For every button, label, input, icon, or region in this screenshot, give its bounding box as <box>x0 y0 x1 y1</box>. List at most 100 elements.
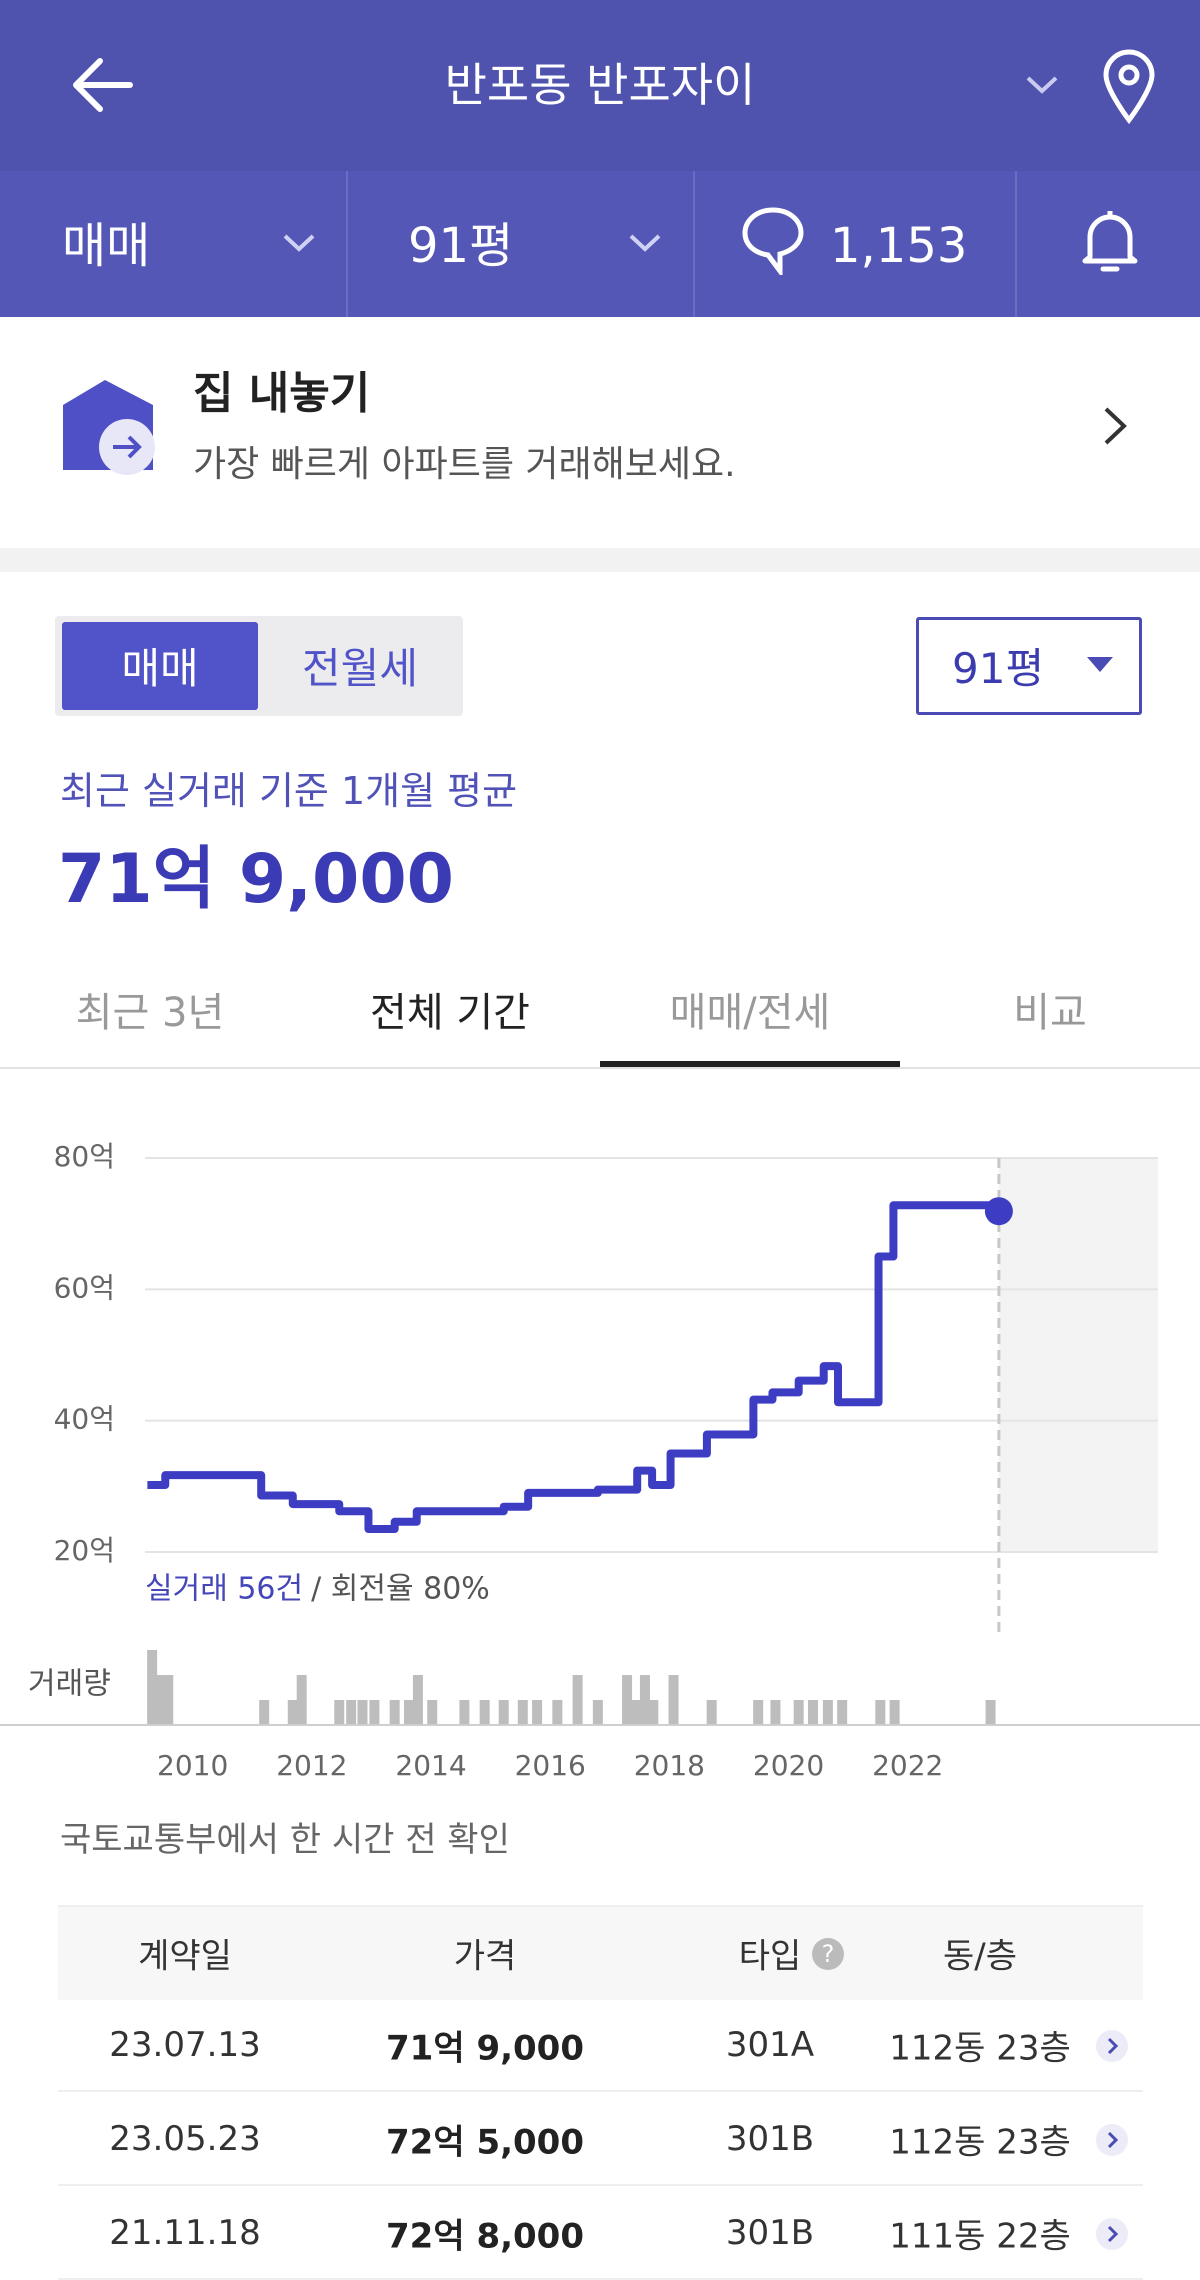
tab-divider <box>0 1067 1200 1069</box>
volume-bar <box>822 1700 833 1725</box>
volume-bar <box>147 1650 158 1725</box>
listing-subtitle: 가장 빠르게 아파트를 거래해보세요. <box>193 444 736 485</box>
size-filter[interactable]: 91평 <box>408 218 514 274</box>
volume-bar <box>532 1700 543 1725</box>
volume-bar <box>572 1675 583 1725</box>
volume-bar <box>517 1700 528 1725</box>
volume-bar <box>357 1700 368 1725</box>
volume-bar <box>592 1700 603 1725</box>
y-tick-label: 60억 <box>54 1271 115 1304</box>
toggle-option[interactable]: 전월세 <box>302 644 418 693</box>
x-tick-label: 2010 <box>157 1749 228 1782</box>
volume-bar <box>479 1700 490 1725</box>
arrow <box>1107 2131 1119 2149</box>
toggle-selected[interactable] <box>62 622 258 710</box>
row-arrow[interactable] <box>1096 2030 1128 2062</box>
volume-bar <box>807 1700 818 1725</box>
title-dropdown[interactable] <box>1025 75 1059 95</box>
table-cell: 72억 8,000 <box>386 2216 584 2257</box>
volume-bar <box>334 1700 345 1725</box>
toggle-option[interactable]: 매매 <box>121 644 199 693</box>
dropdown-value[interactable]: 91평 <box>952 644 1045 693</box>
table-cell: 71억 9,000 <box>386 2028 584 2069</box>
volume-bar <box>648 1700 659 1725</box>
chevron <box>283 234 315 252</box>
header-cell: 가격 <box>453 1936 517 1977</box>
location-icon[interactable] <box>1100 48 1158 124</box>
volume-bar <box>389 1700 400 1725</box>
table-cell: 111동 22층 <box>889 2216 1071 2257</box>
size-dropdown[interactable] <box>916 617 1142 715</box>
volume-bar <box>403 1700 414 1725</box>
tab[interactable]: 비교 <box>1013 990 1087 1036</box>
tab[interactable]: 최근 3년 <box>75 990 225 1036</box>
summary-label: 최근 실거래 기준 1개월 평균 <box>60 769 518 813</box>
table-row[interactable]: 23.07.13 71억 9,000 301A 112동 23층 <box>58 1998 1143 2092</box>
back-button[interactable] <box>70 55 140 115</box>
comment-count[interactable]: 1,153 <box>830 218 968 274</box>
page-title: 반포동 반포자이 <box>444 58 756 112</box>
table-row[interactable]: 23.05.23 72억 5,000 301B 112동 23층 <box>58 2092 1143 2186</box>
volume-bar <box>985 1700 996 1725</box>
dropdown-caret <box>1087 657 1113 672</box>
x-tick-label: 2018 <box>634 1749 705 1782</box>
tab[interactable]: 전체 기간 <box>370 990 530 1036</box>
table-cell: 23.07.13 <box>109 2025 261 2065</box>
bell-icon[interactable] <box>1080 205 1140 275</box>
volume-bar <box>837 1700 848 1725</box>
summary-price: 71억 9,000 <box>58 840 454 919</box>
x-tick-label: 2020 <box>753 1749 824 1782</box>
divider <box>693 171 695 317</box>
header-cell: 동/층 <box>942 1936 1018 1977</box>
top-bar <box>0 0 1200 171</box>
table-cell: 23.05.23 <box>109 2119 261 2159</box>
row-arrow[interactable] <box>1096 2218 1128 2250</box>
deal-filter[interactable]: 매매 <box>62 218 151 274</box>
chevron <box>629 234 661 252</box>
listing-icon[interactable] <box>55 375 160 480</box>
table-header: 계약일 가격 타입 동/층? <box>58 1905 1143 2000</box>
tab[interactable]: 매매/전세 <box>669 990 831 1036</box>
arrow <box>1107 2225 1119 2243</box>
volume-bar <box>753 1700 764 1725</box>
volume-bar <box>639 1675 650 1725</box>
row-arrow[interactable] <box>1096 2124 1128 2156</box>
volume-bar <box>412 1675 423 1725</box>
volume-bar <box>889 1700 900 1725</box>
table-cell: 72억 5,000 <box>386 2122 584 2163</box>
separator <box>0 548 1200 572</box>
volume-bar <box>163 1675 174 1725</box>
x-tick-label: 2012 <box>276 1749 347 1782</box>
divider <box>346 171 348 317</box>
listing-arrow[interactable] <box>1100 405 1130 447</box>
y-tick-label: 20억 <box>54 1534 115 1567</box>
table-cell: 112동 23층 <box>889 2028 1071 2069</box>
volume-bar <box>875 1700 886 1725</box>
source-note: 국토교통부에서 한 시간 전 확인 <box>60 1820 510 1860</box>
volume-bar <box>259 1700 270 1725</box>
arrow <box>1107 2037 1119 2055</box>
table-cell: 21.11.18 <box>109 2213 261 2253</box>
header-cell: 타입 <box>738 1936 802 1977</box>
comment-icon[interactable] <box>740 205 806 275</box>
volume-bar <box>622 1675 633 1725</box>
volume-bar <box>793 1700 804 1725</box>
y-tick-label: 40억 <box>54 1403 115 1436</box>
volume-bar <box>498 1700 509 1725</box>
listing-title[interactable]: 집 내놓기 <box>193 368 371 419</box>
tab-underline <box>600 1061 900 1067</box>
help-icon[interactable]: ? <box>812 1938 844 1970</box>
table-cell: 112동 23층 <box>889 2122 1071 2163</box>
x-tick-label: 2022 <box>872 1749 943 1782</box>
volume-bar <box>631 1700 642 1725</box>
table-cell: 301B <box>725 2213 815 2253</box>
table-cell: 301A <box>725 2025 815 2065</box>
turnover-rate: / 회전율 80% <box>311 1572 490 1607</box>
table-row[interactable]: 21.11.18 72억 8,000 301B 111동 22층 <box>58 2186 1143 2280</box>
volume-bar <box>706 1700 717 1725</box>
volume-bar <box>154 1675 165 1725</box>
volume-bar <box>668 1675 679 1725</box>
volume-bar <box>427 1700 438 1725</box>
